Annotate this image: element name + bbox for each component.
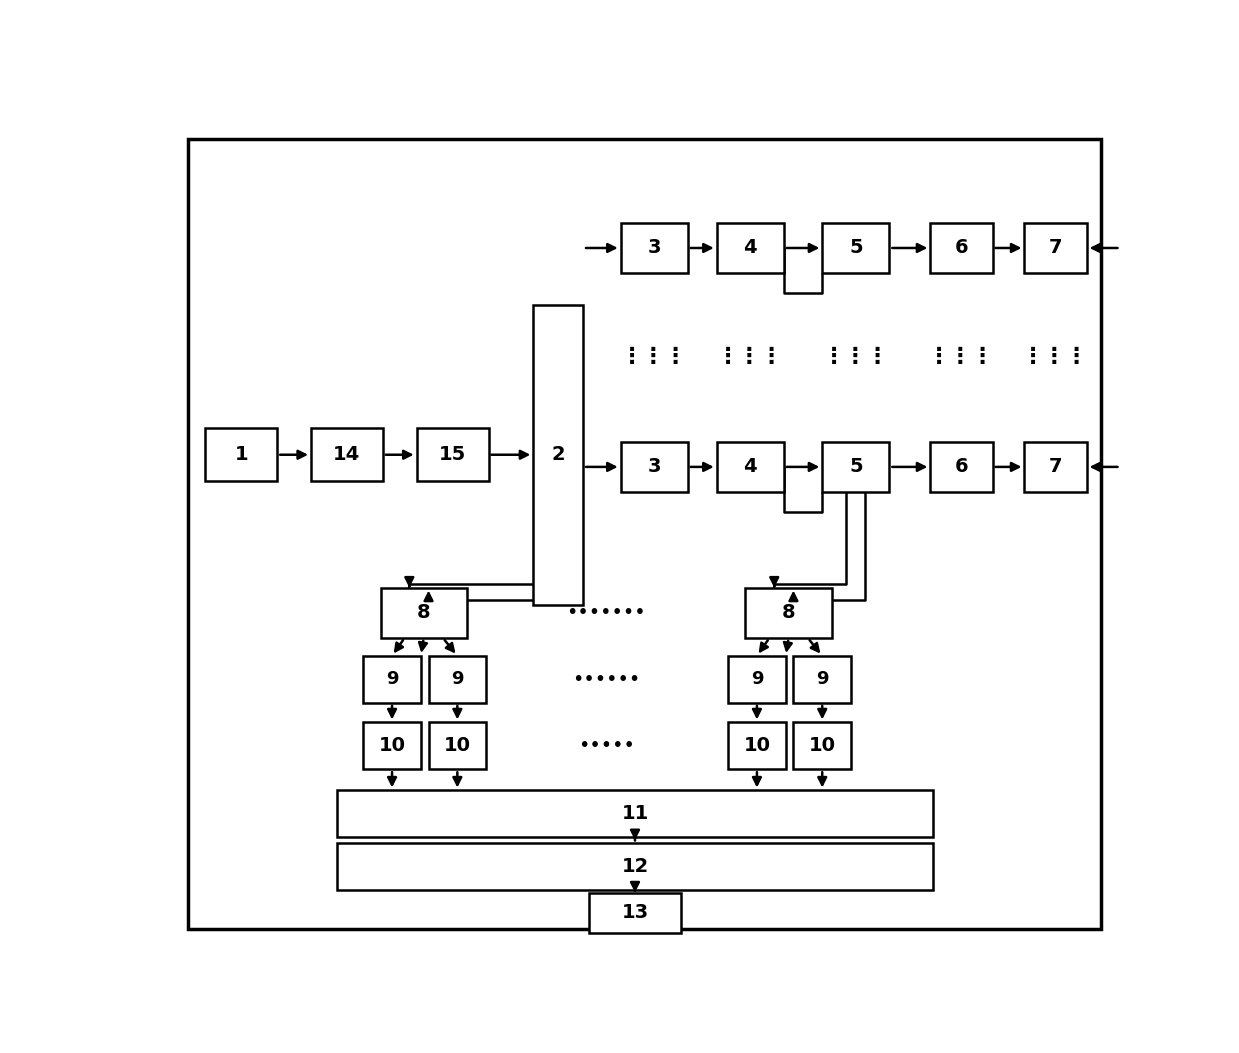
Text: 9: 9	[385, 671, 398, 689]
Text: •••••: •••••	[577, 736, 634, 755]
FancyBboxPatch shape	[930, 223, 992, 273]
FancyBboxPatch shape	[311, 429, 383, 481]
Text: ⋮⋮⋮: ⋮⋮⋮	[621, 347, 688, 367]
Text: 10: 10	[743, 736, 771, 755]
Text: 6: 6	[955, 457, 968, 476]
FancyBboxPatch shape	[746, 588, 831, 638]
Text: •••••••: •••••••	[566, 603, 646, 622]
Text: 7: 7	[1049, 238, 1062, 258]
Text: 8: 8	[782, 603, 795, 622]
Text: ⋮⋮⋮: ⋮⋮⋮	[928, 347, 995, 367]
Text: 4: 4	[743, 457, 757, 476]
Text: 10: 10	[444, 736, 471, 755]
Text: 3: 3	[648, 457, 660, 476]
Text: 15: 15	[439, 445, 466, 464]
FancyBboxPatch shape	[429, 722, 486, 770]
Text: 13: 13	[622, 903, 648, 922]
FancyBboxPatch shape	[823, 442, 890, 492]
FancyBboxPatch shape	[590, 893, 680, 933]
FancyBboxPatch shape	[621, 223, 688, 273]
Text: ⋮⋮⋮: ⋮⋮⋮	[823, 347, 890, 367]
FancyBboxPatch shape	[793, 656, 851, 702]
Text: 5: 5	[849, 457, 862, 476]
FancyBboxPatch shape	[188, 139, 1100, 929]
Text: 7: 7	[1049, 457, 1062, 476]
Text: ⋮⋮⋮: ⋮⋮⋮	[1022, 347, 1089, 367]
FancyBboxPatch shape	[729, 722, 786, 770]
Text: 11: 11	[622, 804, 648, 823]
Text: 8: 8	[418, 603, 430, 622]
Text: 4: 4	[743, 238, 757, 258]
FancyBboxPatch shape	[716, 442, 784, 492]
Text: 9: 9	[751, 671, 763, 689]
Text: 5: 5	[849, 238, 862, 258]
FancyBboxPatch shape	[337, 791, 933, 837]
Text: 3: 3	[648, 238, 660, 258]
FancyBboxPatch shape	[533, 304, 584, 604]
FancyBboxPatch shape	[793, 722, 851, 770]
Text: 10: 10	[379, 736, 405, 755]
FancyBboxPatch shape	[716, 223, 784, 273]
FancyBboxPatch shape	[363, 722, 421, 770]
FancyBboxPatch shape	[416, 429, 488, 481]
Text: 9: 9	[451, 671, 463, 689]
Text: 12: 12	[622, 857, 648, 876]
FancyBboxPatch shape	[337, 843, 933, 890]
Text: 9: 9	[817, 671, 829, 689]
Text: 1: 1	[234, 445, 248, 464]
Text: 14: 14	[333, 445, 361, 464]
Text: ••••••: ••••••	[572, 670, 641, 689]
Text: 2: 2	[551, 445, 565, 464]
FancyBboxPatch shape	[363, 656, 421, 702]
Text: 10: 10	[809, 736, 836, 755]
Text: ⋮⋮⋮: ⋮⋮⋮	[717, 347, 783, 367]
FancyBboxPatch shape	[1025, 223, 1087, 273]
FancyBboxPatch shape	[206, 429, 278, 481]
Text: 6: 6	[955, 238, 968, 258]
FancyBboxPatch shape	[380, 588, 467, 638]
FancyBboxPatch shape	[729, 656, 786, 702]
FancyBboxPatch shape	[930, 442, 992, 492]
FancyBboxPatch shape	[823, 223, 890, 273]
FancyBboxPatch shape	[621, 442, 688, 492]
FancyBboxPatch shape	[429, 656, 486, 702]
FancyBboxPatch shape	[1025, 442, 1087, 492]
